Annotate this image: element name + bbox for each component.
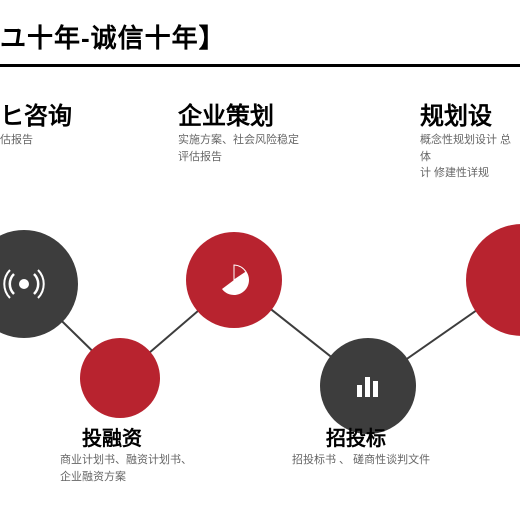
section-desc-1: 实施方案、社会风险稳定评估报告 [178, 132, 299, 165]
sub-desc-0: 商业计划书、融资计划书、企业融资方案 [60, 452, 192, 485]
sub-title-0: 投融资 [82, 422, 142, 451]
header-divider [0, 64, 520, 67]
sub-desc-1: 招投标书 、 磋商性谈判文件 [292, 452, 430, 469]
node-2 [186, 232, 282, 328]
node-3 [320, 338, 416, 434]
header-title: ユ十年-诚信十年】 [0, 18, 226, 55]
broadcast-icon [2, 262, 46, 306]
section-title-0: ヒ咨询 [0, 96, 72, 131]
pie-icon [216, 262, 252, 298]
sub-title-1: 招投标 [326, 422, 386, 451]
section-title-1: 企业策划 [178, 96, 274, 131]
node-4 [466, 224, 520, 336]
node-0 [0, 230, 78, 338]
section-desc-0: 估报告 [0, 132, 33, 149]
bars-icon [351, 369, 385, 403]
section-desc-2: 概念性规划设计 总体计 修建性详规 [420, 132, 520, 182]
node-1 [80, 338, 160, 418]
section-title-2: 规划设 [420, 96, 492, 131]
